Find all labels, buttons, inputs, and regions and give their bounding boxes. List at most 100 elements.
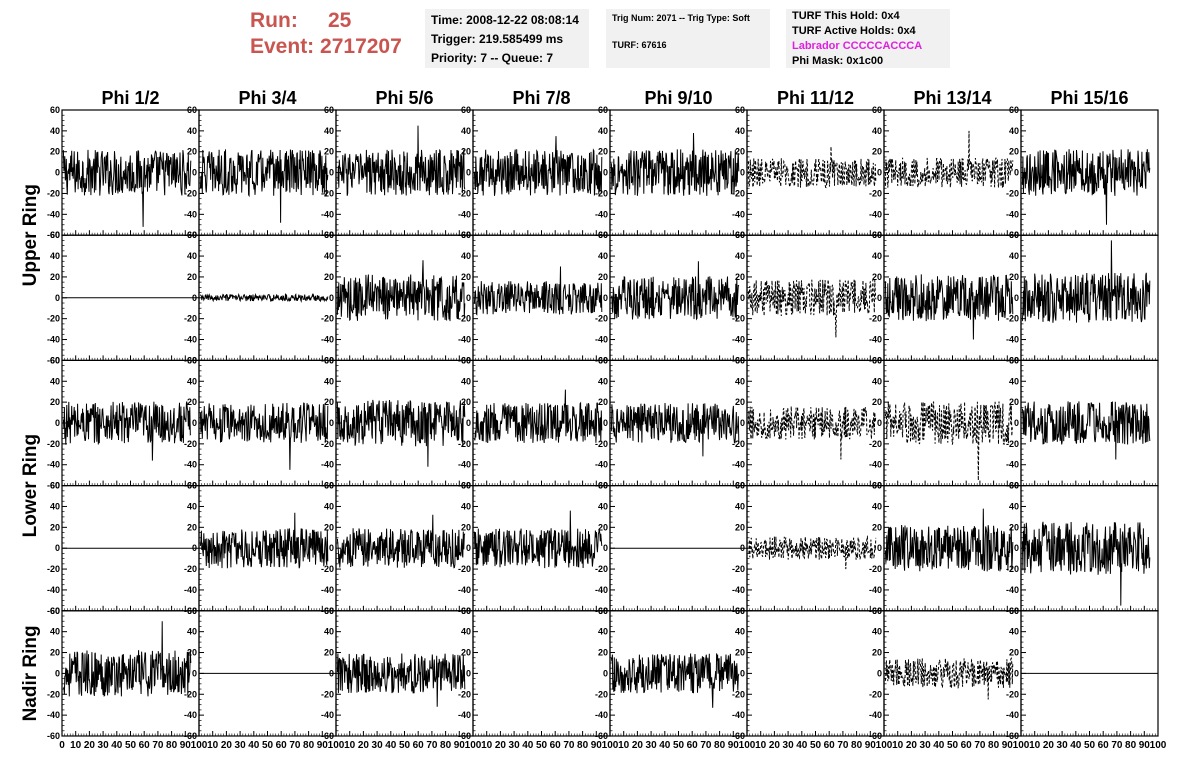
y-tick-label: 20 <box>324 648 334 658</box>
y-tick-label: -60 <box>321 731 334 741</box>
y-tick-label: 0 <box>1014 543 1019 553</box>
y-tick-label: 0 <box>329 668 334 678</box>
x-tick-label: 30 <box>783 740 795 751</box>
y-tick-label: 20 <box>324 272 334 282</box>
y-tick-label: 0 <box>192 668 197 678</box>
y-tick-label: 0 <box>740 418 745 428</box>
y-tick-label: 0 <box>55 168 60 178</box>
y-tick-label: 60 <box>50 355 60 365</box>
y-tick-label: 20 <box>187 397 197 407</box>
y-tick-label: -20 <box>595 188 608 198</box>
y-tick-label: -40 <box>458 710 471 720</box>
y-tick-label: 40 <box>461 376 471 386</box>
y-tick-label: 60 <box>461 355 471 365</box>
y-tick-label: -20 <box>458 439 471 449</box>
x-tick-label: 100 <box>739 740 756 751</box>
y-tick-label: 60 <box>187 481 197 491</box>
y-tick-label: -20 <box>732 564 745 574</box>
x-tick-label: 100 <box>328 740 345 751</box>
run-label: Run: <box>250 9 298 32</box>
y-tick-label: 20 <box>324 147 334 157</box>
y-tick-label: -40 <box>1006 335 1019 345</box>
y-tick-label: 60 <box>50 105 60 115</box>
y-tick-label: 20 <box>598 272 608 282</box>
waveform-grid-chart: Phi 1/2 Phi 3/4 Phi 5/6 Phi 7/8 Phi 9/10 Phi … <box>20 88 1167 751</box>
y-tick-label: 40 <box>50 376 60 386</box>
panel-frame <box>883 610 1022 737</box>
y-tick-label: -40 <box>47 585 60 595</box>
y-tick-label: 20 <box>187 147 197 157</box>
y-tick-label: -40 <box>321 460 334 470</box>
column-header: Phi 7/8 <box>512 88 570 108</box>
x-tick-label: 70 <box>1111 740 1123 751</box>
y-tick-label: 60 <box>187 105 197 115</box>
y-tick-label: 60 <box>461 230 471 240</box>
y-tick-label: 40 <box>1009 126 1019 136</box>
trigger-line: Trigger: 219.585499 ms <box>431 32 564 46</box>
y-tick-label: -40 <box>595 209 608 219</box>
x-tick-label: 40 <box>248 740 260 751</box>
y-tick-label: -40 <box>47 209 60 219</box>
column-header: Phi 13/14 <box>913 88 991 108</box>
waveform-trace <box>1021 521 1151 606</box>
y-tick-label: -40 <box>458 460 471 470</box>
x-tick-label: 60 <box>824 740 836 751</box>
x-tick-label: 80 <box>303 740 315 751</box>
y-tick-label: -20 <box>869 689 882 699</box>
y-tick-label: 40 <box>598 501 608 511</box>
y-tick-label: -40 <box>47 460 60 470</box>
waveform-trace <box>747 406 877 460</box>
waveform-trace <box>473 136 603 196</box>
x-tick-label: 10 <box>207 740 219 751</box>
y-tick-label: 0 <box>877 293 882 303</box>
y-tick-label: -40 <box>458 335 471 345</box>
waveform-trace <box>336 260 466 322</box>
waveform-trace <box>337 125 466 196</box>
x-tick-label: 40 <box>1070 740 1082 751</box>
y-tick-label: -20 <box>1006 564 1019 574</box>
y-tick-label: 40 <box>50 251 60 261</box>
y-tick-label: -20 <box>1006 439 1019 449</box>
y-tick-label: -40 <box>732 460 745 470</box>
y-tick-label: 0 <box>877 168 882 178</box>
y-tick-label: -20 <box>869 314 882 324</box>
y-tick-label: 60 <box>50 606 60 616</box>
y-tick-label: -40 <box>732 585 745 595</box>
y-tick-label: -20 <box>321 314 334 324</box>
x-tick-label: 30 <box>98 740 110 751</box>
y-tick-label: -20 <box>732 188 745 198</box>
y-tick-label: 0 <box>329 418 334 428</box>
y-tick-label: 40 <box>461 251 471 261</box>
x-tick-label: 90 <box>1139 740 1151 751</box>
y-tick-label: 40 <box>461 501 471 511</box>
turf-info-panel: TURF This Hold: 0x4 TURF Active Holds: 0… <box>786 9 950 68</box>
y-tick-label: -40 <box>869 585 882 595</box>
ring-label: Lower Ring <box>20 434 41 537</box>
x-tick-label: 70 <box>289 740 301 751</box>
y-tick-label: 60 <box>1009 105 1019 115</box>
labrador-line: Labrador CCCCCACCCA <box>792 40 923 52</box>
y-tick-label: -20 <box>184 564 197 574</box>
waveform-trace <box>336 399 466 467</box>
waveform-trace <box>884 130 1014 189</box>
y-tick-label: 20 <box>735 272 745 282</box>
y-tick-label: 60 <box>598 606 608 616</box>
y-tick-label: 20 <box>872 272 882 282</box>
y-tick-label: -40 <box>458 209 471 219</box>
x-tick-label: 90 <box>454 740 466 751</box>
y-tick-label: -20 <box>321 689 334 699</box>
turf-active-line: TURF Active Holds: 0x4 <box>792 25 916 37</box>
y-tick-label: -40 <box>1006 460 1019 470</box>
y-tick-label: 20 <box>1009 147 1019 157</box>
y-tick-label: -20 <box>321 188 334 198</box>
y-tick-label: 20 <box>187 648 197 658</box>
y-tick-label: 0 <box>740 668 745 678</box>
y-tick-label: 40 <box>1009 501 1019 511</box>
x-tick-label: 80 <box>851 740 863 751</box>
y-tick-label: 0 <box>55 418 60 428</box>
trigger-info-panel: Trig Num: 2071 -- Trig Type: Soft TURF: … <box>606 9 770 68</box>
y-tick-label: 40 <box>50 501 60 511</box>
x-tick-label: 90 <box>728 740 740 751</box>
x-tick-label: 90 <box>591 740 603 751</box>
x-tick-label: 70 <box>426 740 438 751</box>
